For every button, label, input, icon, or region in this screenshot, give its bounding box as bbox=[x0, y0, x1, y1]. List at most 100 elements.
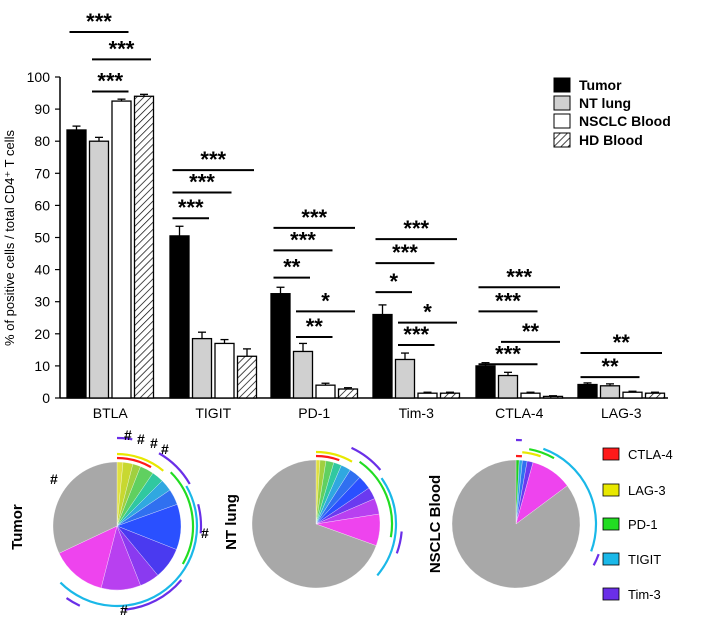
marker-arc bbox=[59, 485, 199, 608]
marker-arc bbox=[65, 597, 81, 607]
pie-label-nt-lung: NT lung bbox=[223, 494, 240, 550]
pie-slice bbox=[451, 459, 581, 589]
bar bbox=[236, 355, 258, 399]
y-tick-label: 100 bbox=[27, 69, 51, 85]
legend-swatch-lag3 bbox=[602, 483, 620, 497]
legend-swatch-ctla4 bbox=[602, 447, 620, 461]
significance-label: *** bbox=[403, 216, 429, 241]
significance-label: *** bbox=[178, 195, 204, 220]
significance-brackets: ****************** **********************… bbox=[69, 9, 662, 379]
bar bbox=[542, 395, 564, 399]
marker-arc bbox=[116, 436, 133, 441]
hash-mark: # bbox=[120, 602, 128, 618]
bar bbox=[497, 374, 519, 399]
y-tick-label: 60 bbox=[34, 197, 50, 213]
marker-arc bbox=[197, 503, 203, 534]
significance-label: ** bbox=[306, 314, 324, 339]
bar bbox=[88, 140, 110, 399]
marker-arc bbox=[376, 477, 398, 577]
legend-label-nsclc-blood: NSCLC Blood bbox=[579, 113, 671, 129]
significance-label: ** bbox=[522, 319, 540, 344]
pie-tumor bbox=[52, 461, 182, 591]
legend-swatch-hd-blood bbox=[553, 132, 571, 148]
x-tick-label: TIGIT bbox=[195, 405, 231, 421]
significance-label: *** bbox=[189, 170, 215, 195]
significance-label: *** bbox=[495, 288, 521, 313]
marker-arc bbox=[358, 460, 394, 538]
x-labels: BTLA TIGIT PD-1 Tim-3 CTLA-4 LAG-3 bbox=[93, 405, 642, 421]
bars bbox=[66, 93, 666, 399]
bar bbox=[111, 100, 132, 399]
bar bbox=[315, 384, 336, 399]
legend-label-ctla4: CTLA-4 bbox=[628, 447, 673, 462]
y-tick-label: 40 bbox=[34, 262, 50, 278]
pie-legend: CTLA-4 LAG-3 PD-1 TIGIT Tim-3 bbox=[602, 447, 673, 602]
significance-label: *** bbox=[495, 341, 521, 366]
bar bbox=[337, 388, 359, 399]
significance-label: * bbox=[321, 288, 330, 313]
hash-mark: # bbox=[201, 525, 209, 541]
marker-arc bbox=[522, 451, 542, 458]
marker-arc bbox=[592, 553, 600, 566]
pie-label-nsclc-blood: NSCLC Blood bbox=[427, 475, 444, 573]
pie-label-tumor: Tumor bbox=[9, 504, 26, 550]
y-tick-label: 20 bbox=[34, 326, 50, 342]
y-tick-label: 50 bbox=[34, 230, 50, 246]
hash-mark: # bbox=[161, 441, 169, 457]
significance-label: *** bbox=[109, 36, 135, 61]
bar bbox=[372, 313, 393, 399]
bar bbox=[644, 392, 666, 399]
legend-swatch-pd1 bbox=[602, 517, 620, 531]
significance-label: *** bbox=[506, 264, 532, 289]
bar bbox=[475, 365, 496, 399]
marker-arc bbox=[158, 452, 191, 485]
x-tick-label: LAG-3 bbox=[601, 405, 642, 421]
legend-label-lag3: LAG-3 bbox=[628, 483, 666, 498]
bar bbox=[292, 350, 314, 399]
significance-label: *** bbox=[301, 205, 327, 230]
pie-charts: Tumor NT lung NSCLC Blood # # # # # # # … bbox=[9, 427, 673, 618]
bar bbox=[439, 392, 461, 399]
legend-swatch-tim3 bbox=[602, 587, 620, 601]
legend-swatch-tigit bbox=[602, 552, 620, 566]
marker-arc bbox=[169, 471, 195, 565]
significance-label: ** bbox=[283, 255, 301, 280]
bar bbox=[520, 392, 541, 399]
significance-label: *** bbox=[403, 322, 429, 347]
marker-arc bbox=[395, 531, 403, 554]
significance-label: *** bbox=[97, 68, 123, 93]
y-tick-label: 0 bbox=[42, 390, 50, 406]
bar bbox=[577, 383, 598, 399]
marker-arcs bbox=[59, 436, 600, 611]
pie-slice bbox=[52, 461, 118, 554]
significance-marks-tumor: # # # # # # # bbox=[50, 427, 209, 618]
pie-nsclc-blood bbox=[451, 459, 581, 589]
x-tick-label: BTLA bbox=[93, 405, 129, 421]
bar bbox=[622, 391, 643, 399]
y-tick-label: 80 bbox=[34, 133, 50, 149]
marker-arc bbox=[351, 446, 382, 471]
hash-mark: # bbox=[150, 435, 158, 451]
x-tick-label: Tim-3 bbox=[399, 405, 434, 421]
x-tick-label: CTLA-4 bbox=[495, 405, 543, 421]
bar bbox=[66, 129, 87, 399]
legend-label-nt-lung: NT lung bbox=[579, 95, 631, 111]
y-ticks: 0 10 20 30 40 50 60 70 80 90 100 bbox=[27, 69, 60, 406]
legend-swatch-nt-lung bbox=[553, 95, 571, 111]
bar bbox=[599, 385, 621, 399]
bar bbox=[169, 235, 190, 399]
marker-arc bbox=[116, 452, 164, 472]
hash-mark: # bbox=[124, 427, 132, 443]
significance-label: *** bbox=[392, 240, 418, 265]
legend-label-tim3: Tim-3 bbox=[628, 587, 661, 602]
pie-slice bbox=[58, 525, 118, 589]
marker-arc bbox=[315, 454, 340, 462]
y-tick-label: 70 bbox=[34, 165, 50, 181]
bar-legend: Tumor NT lung NSCLC Blood HD Blood bbox=[553, 77, 671, 148]
marker-arc bbox=[315, 450, 353, 463]
legend-label-pd1: PD-1 bbox=[628, 517, 658, 532]
marker-arc bbox=[528, 448, 555, 460]
significance-label: *** bbox=[200, 147, 226, 172]
marker-arc bbox=[542, 447, 598, 552]
